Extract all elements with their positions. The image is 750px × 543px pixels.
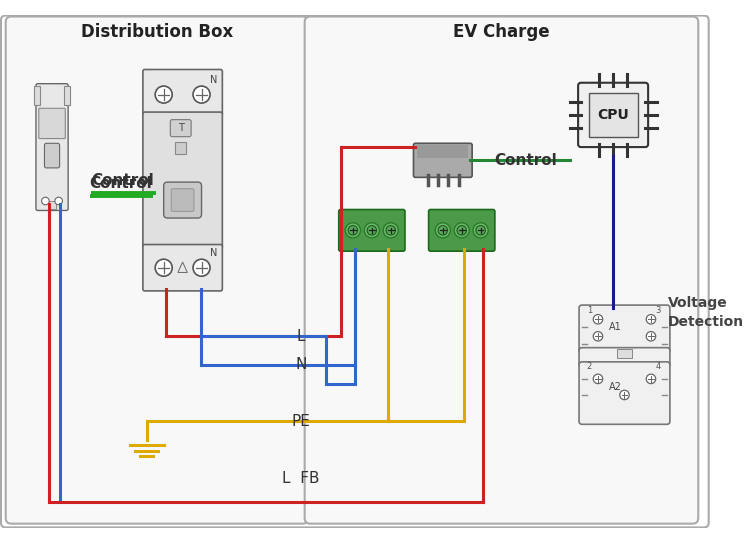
FancyBboxPatch shape (579, 348, 670, 368)
Text: Distribution Box: Distribution Box (81, 23, 233, 41)
Text: Voltage
Detection: Voltage Detection (668, 296, 744, 329)
Text: L  FB: L FB (282, 471, 320, 486)
FancyBboxPatch shape (44, 143, 59, 168)
Circle shape (593, 332, 603, 341)
FancyBboxPatch shape (578, 83, 648, 147)
FancyBboxPatch shape (589, 93, 638, 137)
Circle shape (435, 223, 451, 238)
FancyBboxPatch shape (413, 143, 472, 178)
Circle shape (42, 197, 50, 205)
Text: Control: Control (494, 153, 556, 168)
FancyBboxPatch shape (164, 182, 202, 218)
Text: A2: A2 (608, 382, 622, 393)
Bar (617, 349, 632, 358)
Circle shape (383, 223, 398, 238)
Text: L: L (297, 329, 305, 344)
Text: Control: Control (92, 173, 154, 188)
FancyBboxPatch shape (170, 119, 191, 137)
Text: EV Charge: EV Charge (453, 23, 550, 41)
Circle shape (193, 86, 210, 103)
FancyBboxPatch shape (142, 70, 222, 116)
Circle shape (593, 374, 603, 383)
Circle shape (345, 223, 361, 238)
Circle shape (593, 314, 603, 324)
FancyBboxPatch shape (142, 244, 222, 291)
Circle shape (476, 225, 485, 235)
Circle shape (364, 223, 380, 238)
Bar (64, 86, 70, 104)
Circle shape (620, 390, 629, 400)
Text: 3: 3 (656, 306, 661, 314)
Text: 4: 4 (656, 362, 661, 371)
Text: N: N (296, 357, 307, 372)
Text: 1: 1 (586, 306, 592, 314)
Circle shape (646, 314, 656, 324)
Circle shape (348, 225, 358, 235)
Text: T: T (178, 123, 184, 133)
Circle shape (646, 374, 656, 383)
FancyBboxPatch shape (1, 16, 709, 527)
FancyBboxPatch shape (417, 145, 468, 159)
Bar (34, 86, 40, 104)
FancyBboxPatch shape (36, 84, 68, 211)
Circle shape (454, 223, 470, 238)
Text: PE: PE (292, 414, 310, 429)
FancyBboxPatch shape (39, 108, 65, 138)
FancyBboxPatch shape (428, 210, 495, 251)
FancyBboxPatch shape (171, 189, 194, 211)
Circle shape (386, 225, 395, 235)
Text: CPU: CPU (597, 108, 629, 122)
FancyBboxPatch shape (304, 16, 698, 523)
Text: A1: A1 (609, 322, 622, 332)
Text: Control: Control (90, 175, 152, 191)
Bar (175, 142, 187, 154)
Circle shape (155, 259, 172, 276)
FancyBboxPatch shape (579, 362, 670, 424)
Text: 2: 2 (586, 362, 592, 371)
Circle shape (646, 332, 656, 341)
Text: N: N (210, 248, 218, 258)
Circle shape (155, 86, 172, 103)
FancyBboxPatch shape (6, 16, 308, 523)
FancyBboxPatch shape (339, 210, 405, 251)
Text: N: N (210, 75, 218, 85)
FancyBboxPatch shape (579, 305, 670, 353)
Bar (48, 201, 56, 209)
Circle shape (367, 225, 376, 235)
Circle shape (473, 223, 488, 238)
FancyBboxPatch shape (142, 112, 222, 248)
Circle shape (457, 225, 466, 235)
Circle shape (438, 225, 448, 235)
Circle shape (193, 259, 210, 276)
Circle shape (55, 197, 62, 205)
